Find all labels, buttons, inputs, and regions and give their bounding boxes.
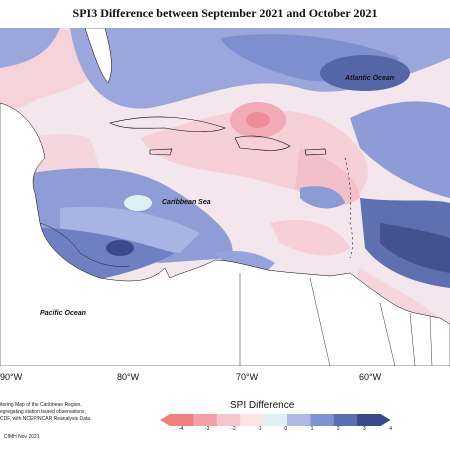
legend-cap-left <box>160 414 170 426</box>
land <box>0 28 450 366</box>
spi-difference-map: Atlantic Ocean Caribbean Sea Pacific Oce… <box>0 28 450 366</box>
map-title: SPI3 Difference between September 2021 a… <box>72 6 378 20</box>
legend-tick-label: -3 <box>204 426 210 432</box>
legend-cap-right <box>380 414 391 426</box>
legend-swatch <box>310 414 335 426</box>
legend-tick-label: 4 <box>389 426 392 432</box>
legend-tick-label: -4 <box>178 426 184 432</box>
notes-line-3: CDF, with NCEP/NCAR Reanalysis Data. <box>0 416 92 422</box>
map-canvas: Atlantic Ocean Caribbean Sea Pacific Oce… <box>0 28 450 366</box>
blue-field <box>0 28 450 288</box>
pacific-ocean-label: Pacific Ocean <box>40 310 86 317</box>
legend-tick-label: 0 <box>284 426 288 432</box>
legend-swatch <box>240 414 265 426</box>
longitude-tick-90w: 90°W <box>0 372 23 382</box>
legend-tick-label: -2 <box>231 426 236 432</box>
map-notes: itoring Map of the Caribbean Region. egr… <box>0 402 91 423</box>
legend-swatch <box>263 414 288 426</box>
longitude-tick-70w: 70°W <box>236 372 259 382</box>
legend-swatch <box>357 414 382 426</box>
legend-swatch <box>216 414 241 426</box>
legend-swatch <box>170 414 194 426</box>
legend-title: SPI Difference <box>230 400 295 411</box>
atlantic-ocean-label: Atlantic Ocean <box>344 75 394 82</box>
legend-swatch <box>287 414 311 426</box>
legend-swatch <box>333 414 358 426</box>
legend-tick-label: 1 <box>310 426 314 432</box>
credit-text: CIMH Nov 2021 <box>4 434 40 440</box>
legend-tick-label: 2 <box>336 426 340 432</box>
notes-line-1: itoring Map of the Caribbean Region. <box>0 402 82 408</box>
legend-tick-label: -1 <box>257 426 262 432</box>
caribbean-sea-label: Caribbean Sea <box>162 199 211 206</box>
color-scale-bar <box>160 414 391 426</box>
longitude-tick-80w: 80°W <box>117 372 140 382</box>
longitude-tick-60w: 60°W <box>359 372 382 382</box>
notes-line-2: egregating station based observations, <box>0 409 86 415</box>
legend-swatch <box>193 414 218 426</box>
legend-tick-label: 3 <box>363 426 366 432</box>
